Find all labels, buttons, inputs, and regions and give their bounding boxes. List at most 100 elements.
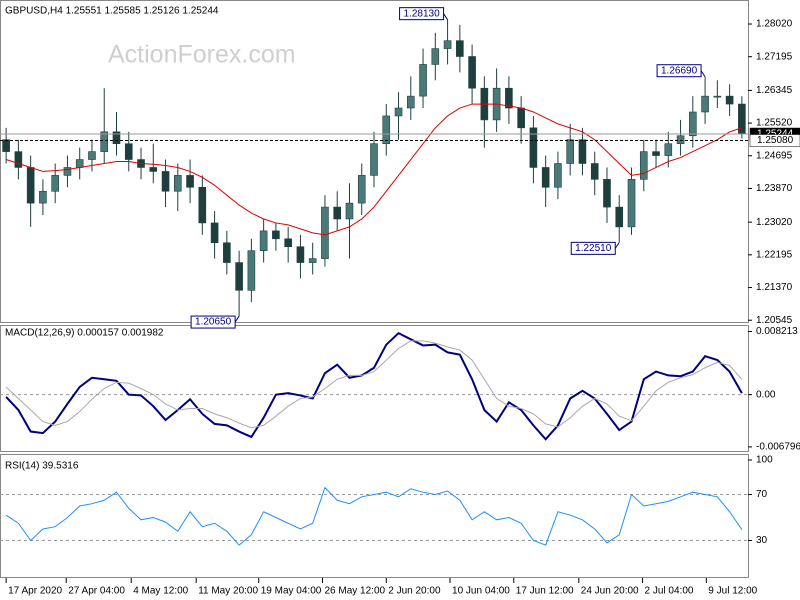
- candle-body: [456, 40, 464, 57]
- y-tick-label: 1.23020: [756, 217, 793, 228]
- candle-body: [112, 131, 121, 144]
- y-tick-label: 0.008213: [756, 326, 798, 337]
- candle-body: [2, 139, 10, 152]
- candle-body: [431, 48, 440, 65]
- y-tick-label: 70: [756, 489, 768, 500]
- x-tick-label: 10 Jun 04:00: [452, 586, 510, 597]
- candle-body: [124, 143, 133, 160]
- y-tick-label: 1.27195: [756, 51, 793, 62]
- y-tick-label: 1.24695: [756, 150, 793, 161]
- candle-body: [419, 64, 427, 97]
- candle-body: [100, 131, 109, 152]
- indicator-line: [5, 340, 743, 429]
- annotation-box: [190, 315, 236, 329]
- candle-body: [321, 206, 329, 259]
- candle-body: [259, 230, 268, 251]
- candle-body: [14, 151, 23, 168]
- candle-body: [370, 143, 378, 176]
- annotation-box: [570, 241, 616, 255]
- candle-body: [652, 151, 660, 156]
- macd-panel-frame: [0, 325, 749, 452]
- candle-body: [186, 175, 194, 188]
- candle-body: [235, 262, 243, 291]
- candle-body: [554, 163, 562, 188]
- candle-body: [676, 135, 685, 144]
- x-tick-label: 24 Jun 20:00: [581, 586, 639, 597]
- candle-body: [345, 202, 354, 220]
- candle-body: [627, 179, 636, 228]
- y-tick-label: 1.25520: [756, 118, 793, 129]
- candle-body: [713, 95, 722, 98]
- annotation-box: [399, 7, 445, 21]
- annotation-leader: [234, 315, 240, 323]
- y-tick-label: -0.006796: [756, 442, 800, 453]
- candle-body: [664, 143, 673, 156]
- annotation-box: [656, 64, 702, 78]
- annotation-label: 1.20650: [195, 317, 232, 328]
- y-tick-label: 1.20545: [756, 315, 793, 326]
- y-tick-label: 1.21370: [756, 282, 793, 293]
- candle-body: [26, 167, 35, 204]
- x-tick-label: 2 Jun 20:00: [388, 586, 441, 597]
- annotation-label: 1.26690: [661, 65, 698, 76]
- annotation-leader: [443, 13, 448, 20]
- x-tick-label: 26 May 12:00: [324, 586, 385, 597]
- y-tick-label: 100: [756, 455, 773, 466]
- candle-body: [284, 238, 292, 248]
- y-tick-label: 1.26345: [756, 85, 793, 96]
- y-tick-label: 1.22195: [756, 249, 793, 260]
- candle-body: [223, 242, 231, 263]
- candle-body: [161, 171, 170, 192]
- x-tick-label: 19 May 04:00: [261, 586, 322, 597]
- watermark: ActionForex.com: [108, 41, 296, 69]
- candle-body: [149, 167, 158, 172]
- candle-body: [296, 246, 305, 263]
- x-tick-label: 9 Jul 12:00: [708, 586, 757, 597]
- price-label-box: [749, 134, 800, 147]
- candle-body: [308, 258, 317, 263]
- rsi-panel-frame: [0, 454, 749, 578]
- candle-body: [174, 175, 182, 192]
- candle-body: [39, 190, 47, 204]
- y-tick-label: 30: [756, 535, 768, 546]
- candle-body: [701, 95, 709, 113]
- x-tick-label: 17 Jun 12:00: [516, 586, 574, 597]
- x-tick-label: 27 Apr 04:00: [68, 586, 125, 597]
- candle-body: [443, 40, 452, 49]
- x-tick-label: 2 Jul 04:00: [645, 586, 694, 597]
- candle-body: [272, 230, 280, 240]
- candle-body: [468, 56, 476, 89]
- candle-body: [615, 206, 624, 228]
- candle-body: [529, 127, 538, 168]
- y-tick-label: 0.00: [756, 389, 776, 400]
- candle-body: [75, 159, 84, 168]
- candle-body: [247, 250, 256, 291]
- candle-body: [566, 139, 574, 164]
- candle-body: [639, 151, 648, 180]
- annotation-leader: [614, 242, 620, 249]
- candle-body: [406, 95, 415, 109]
- price-panel-frame: [0, 0, 749, 323]
- candle-body: [517, 107, 525, 129]
- candle-body: [394, 107, 403, 117]
- candle-body: [578, 139, 587, 164]
- annotation-label: 1.28130: [403, 8, 440, 19]
- annotation-leader: [700, 70, 706, 77]
- candle-body: [63, 167, 72, 176]
- candle-body: [590, 163, 599, 180]
- x-tick-label: 4 May 12:00: [133, 586, 188, 597]
- moving-average: [5, 103, 743, 236]
- candle-body: [51, 175, 59, 192]
- annotation-label: 1.22510: [575, 243, 612, 254]
- indicator-line: [5, 331, 743, 441]
- panel-title: GBPUSD,H4 1.25551 1.25585 1.25126 1.2524…: [5, 6, 219, 17]
- candle-body: [333, 206, 342, 220]
- candle-body: [210, 222, 219, 244]
- candle-body: [198, 186, 207, 224]
- candle-body: [382, 115, 391, 144]
- panel-title: MACD(12,26,9) 0.000157 0.001982: [5, 328, 164, 339]
- y-tick-label: 1.23870: [756, 183, 793, 194]
